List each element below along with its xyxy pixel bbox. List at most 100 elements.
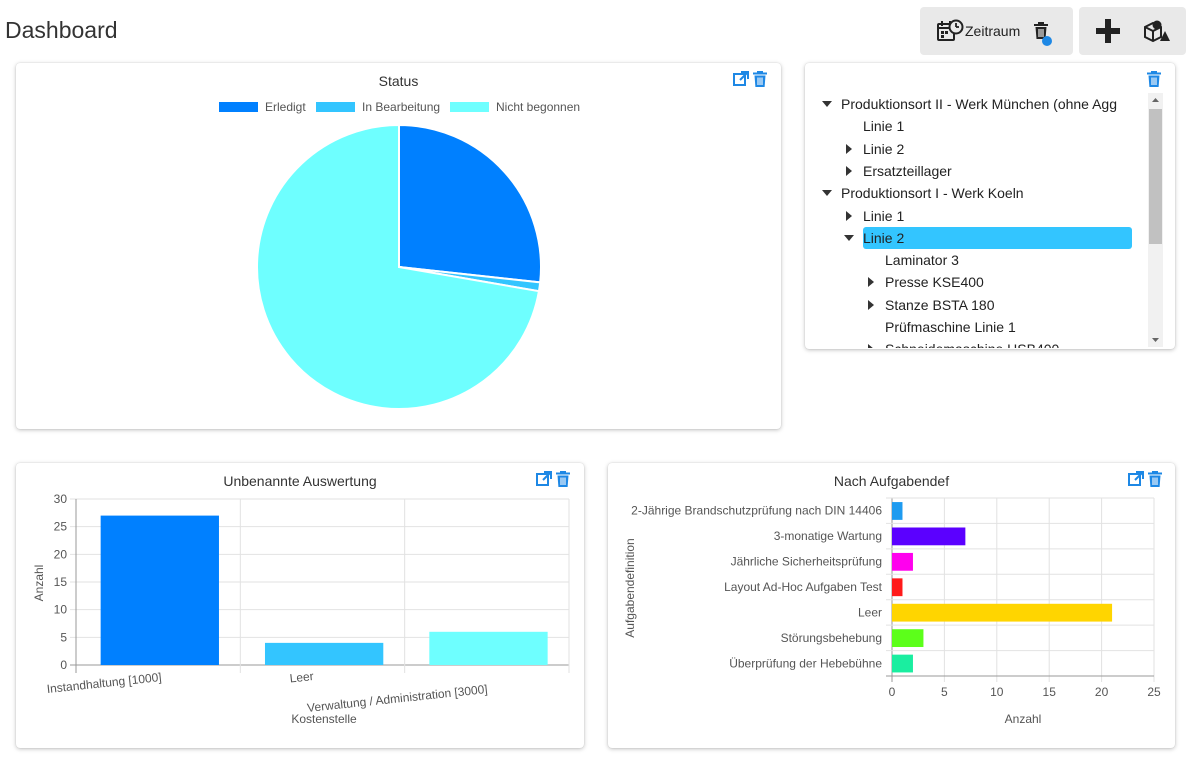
tree-card-actions — [1146, 71, 1162, 87]
x-axis-label: Kostenstelle — [291, 712, 357, 726]
caret-right-icon[interactable] — [843, 210, 855, 222]
caret-down-icon[interactable] — [821, 187, 833, 199]
y-tick-label: 3-monatige Wartung — [774, 529, 882, 543]
tree-scrollbar[interactable] — [1148, 93, 1163, 347]
bar — [892, 527, 966, 546]
caret-right-icon[interactable] — [843, 143, 855, 155]
tree-item-label: Presse KSE400 — [885, 274, 984, 291]
legend-swatch — [316, 102, 355, 112]
tree-item[interactable]: Linie 2 — [863, 226, 1132, 249]
bar — [264, 642, 384, 665]
x-tick-label: Instandhaltung [1000] — [46, 670, 162, 696]
x-tick-label: 5 — [941, 685, 948, 699]
cost-center-chart-card: Unbenannte Auswertung 0 5 10 15 20 25 30 Instan… — [16, 463, 584, 748]
y-tick-label: 20 — [54, 547, 68, 561]
trash-icon[interactable] — [1147, 471, 1163, 487]
task-definition-chart-card: Nach Aufgabendef 0 5 10 15 20 25 2-Jährige Bra… — [608, 463, 1175, 748]
tree-item[interactable]: Produktionsort I - Werk Koeln — [841, 182, 1140, 204]
bar — [429, 631, 548, 665]
y-tick-label: Jährliche Sicherheitsprüfung — [731, 555, 882, 569]
tree-item-label: Produktionsort I - Werk Koeln — [841, 185, 1024, 202]
trash-icon[interactable] — [752, 71, 768, 87]
tree-item[interactable]: Prüfmaschine Linie 1 — [885, 316, 1140, 338]
task-definition-bar-chart: 0 5 10 15 20 25 2-Jährige Brandschutzprüfung n… — [623, 497, 1161, 726]
shapes-icon — [1144, 20, 1170, 43]
scroll-up-arrow-icon[interactable] — [1148, 93, 1163, 107]
location-tree: Produktionsort II - Werk München (ohne A… — [817, 93, 1162, 348]
caret-right-icon[interactable] — [865, 299, 877, 311]
y-axis-label: Aufgabendefinition — [623, 538, 637, 637]
open-external-icon[interactable] — [1128, 471, 1144, 487]
tree-item-label: Linie 2 — [863, 140, 905, 157]
tree-item-label: Linie 1 — [863, 207, 905, 224]
status-chart-card: Status Erledigt In Bearbeitung Nicht begon… — [16, 63, 781, 429]
pie-slice — [398, 123, 542, 284]
tree-item[interactable]: Linie 1 — [863, 115, 1140, 137]
legend-label: Erledigt — [265, 100, 306, 114]
x-axis-label: Anzahl — [1005, 712, 1042, 726]
caret-down-icon[interactable] — [843, 232, 855, 244]
trash-icon[interactable] — [555, 471, 571, 487]
location-tree-card: Produktionsort II - Werk München (ohne A… — [805, 63, 1175, 349]
y-tick-label: Layout Ad-Hoc Aufgaben Test — [724, 580, 883, 594]
clear-period-button[interactable] — [1033, 7, 1053, 55]
tree-item-label: Linie 2 — [863, 229, 905, 246]
bar — [892, 629, 924, 648]
tree-item[interactable]: Schneidemaschine HSB400 — [885, 338, 1140, 348]
bar — [892, 502, 903, 520]
tree-item[interactable]: Stanze BSTA 180 — [885, 294, 1140, 316]
toolbar-actions-group — [1079, 7, 1186, 55]
tree-item[interactable]: Linie 2 — [863, 138, 1140, 160]
caret-right-icon[interactable] — [865, 276, 877, 288]
y-tick-label: 5 — [60, 630, 67, 644]
caret-down-icon[interactable] — [821, 98, 833, 110]
cost-center-card-actions — [536, 471, 571, 487]
active-indicator-dot — [1042, 36, 1053, 46]
open-external-icon[interactable] — [733, 71, 749, 87]
x-tick-label: 15 — [1043, 685, 1057, 699]
widgets-button[interactable] — [1143, 7, 1171, 55]
tree-item-label: Linie 1 — [863, 118, 905, 135]
add-widget-button[interactable] — [1095, 7, 1121, 55]
bar — [892, 654, 913, 673]
y-tick-label: Leer — [858, 605, 882, 619]
bar — [892, 603, 1113, 622]
tree-item[interactable]: Ersatzteillager — [863, 160, 1140, 182]
tree-item-label: Produktionsort II - Werk München (ohne A… — [841, 96, 1117, 112]
legend-swatch — [450, 102, 489, 112]
scroll-thumb[interactable] — [1149, 109, 1162, 244]
open-external-icon[interactable] — [536, 471, 552, 487]
y-tick-label: 15 — [54, 575, 68, 589]
cost-center-bar-chart: 0 5 10 15 20 25 30 Instandhaltung [1000] LeerVer… — [32, 492, 570, 726]
legend-label: In Bearbeitung — [362, 100, 440, 114]
status-card-actions — [733, 71, 768, 87]
trash-icon[interactable] — [1146, 71, 1162, 87]
zeitraum-button[interactable]: Zeitraum — [936, 7, 1020, 55]
pie-slice — [256, 123, 541, 410]
caret-right-icon[interactable] — [865, 343, 877, 348]
x-tick-label: 10 — [990, 685, 1004, 699]
tree-item[interactable]: Produktionsort II - Werk München (ohne A… — [841, 93, 1140, 115]
tree-item-label: Schneidemaschine HSB400 — [885, 341, 1059, 348]
tree-item-label: Stanze BSTA 180 — [885, 296, 995, 313]
status-chart-title: Status — [378, 73, 419, 89]
y-tick-label: Störungsbehebung — [781, 631, 882, 645]
tree-item[interactable]: Presse KSE400 — [885, 271, 1140, 293]
caret-right-icon[interactable] — [843, 165, 855, 177]
tree-item[interactable]: Linie 1 — [863, 205, 1140, 227]
tree-item-label: Prüfmaschine Linie 1 — [885, 319, 1016, 335]
x-tick-label: 25 — [1147, 685, 1161, 699]
tree-item-label: Ersatzteillager — [863, 162, 952, 179]
tree-item-label: Laminator 3 — [885, 252, 959, 269]
task-definition-chart-title: Nach Aufgabendef — [833, 473, 950, 489]
y-tick-label: 30 — [54, 492, 68, 506]
y-tick-label: 2-Jährige Brandschutzprüfung nach DIN 14… — [631, 504, 882, 518]
calendar-clock-icon — [937, 19, 964, 41]
bar — [100, 515, 219, 665]
scroll-down-arrow-icon[interactable] — [1148, 333, 1163, 347]
cost-center-chart-title: Unbenannte Auswertung — [223, 473, 377, 489]
zeitraum-label: Zeitraum — [965, 23, 1021, 39]
x-tick-label: 0 — [889, 685, 896, 699]
bar — [892, 578, 903, 597]
tree-item[interactable]: Laminator 3 — [885, 249, 1140, 271]
